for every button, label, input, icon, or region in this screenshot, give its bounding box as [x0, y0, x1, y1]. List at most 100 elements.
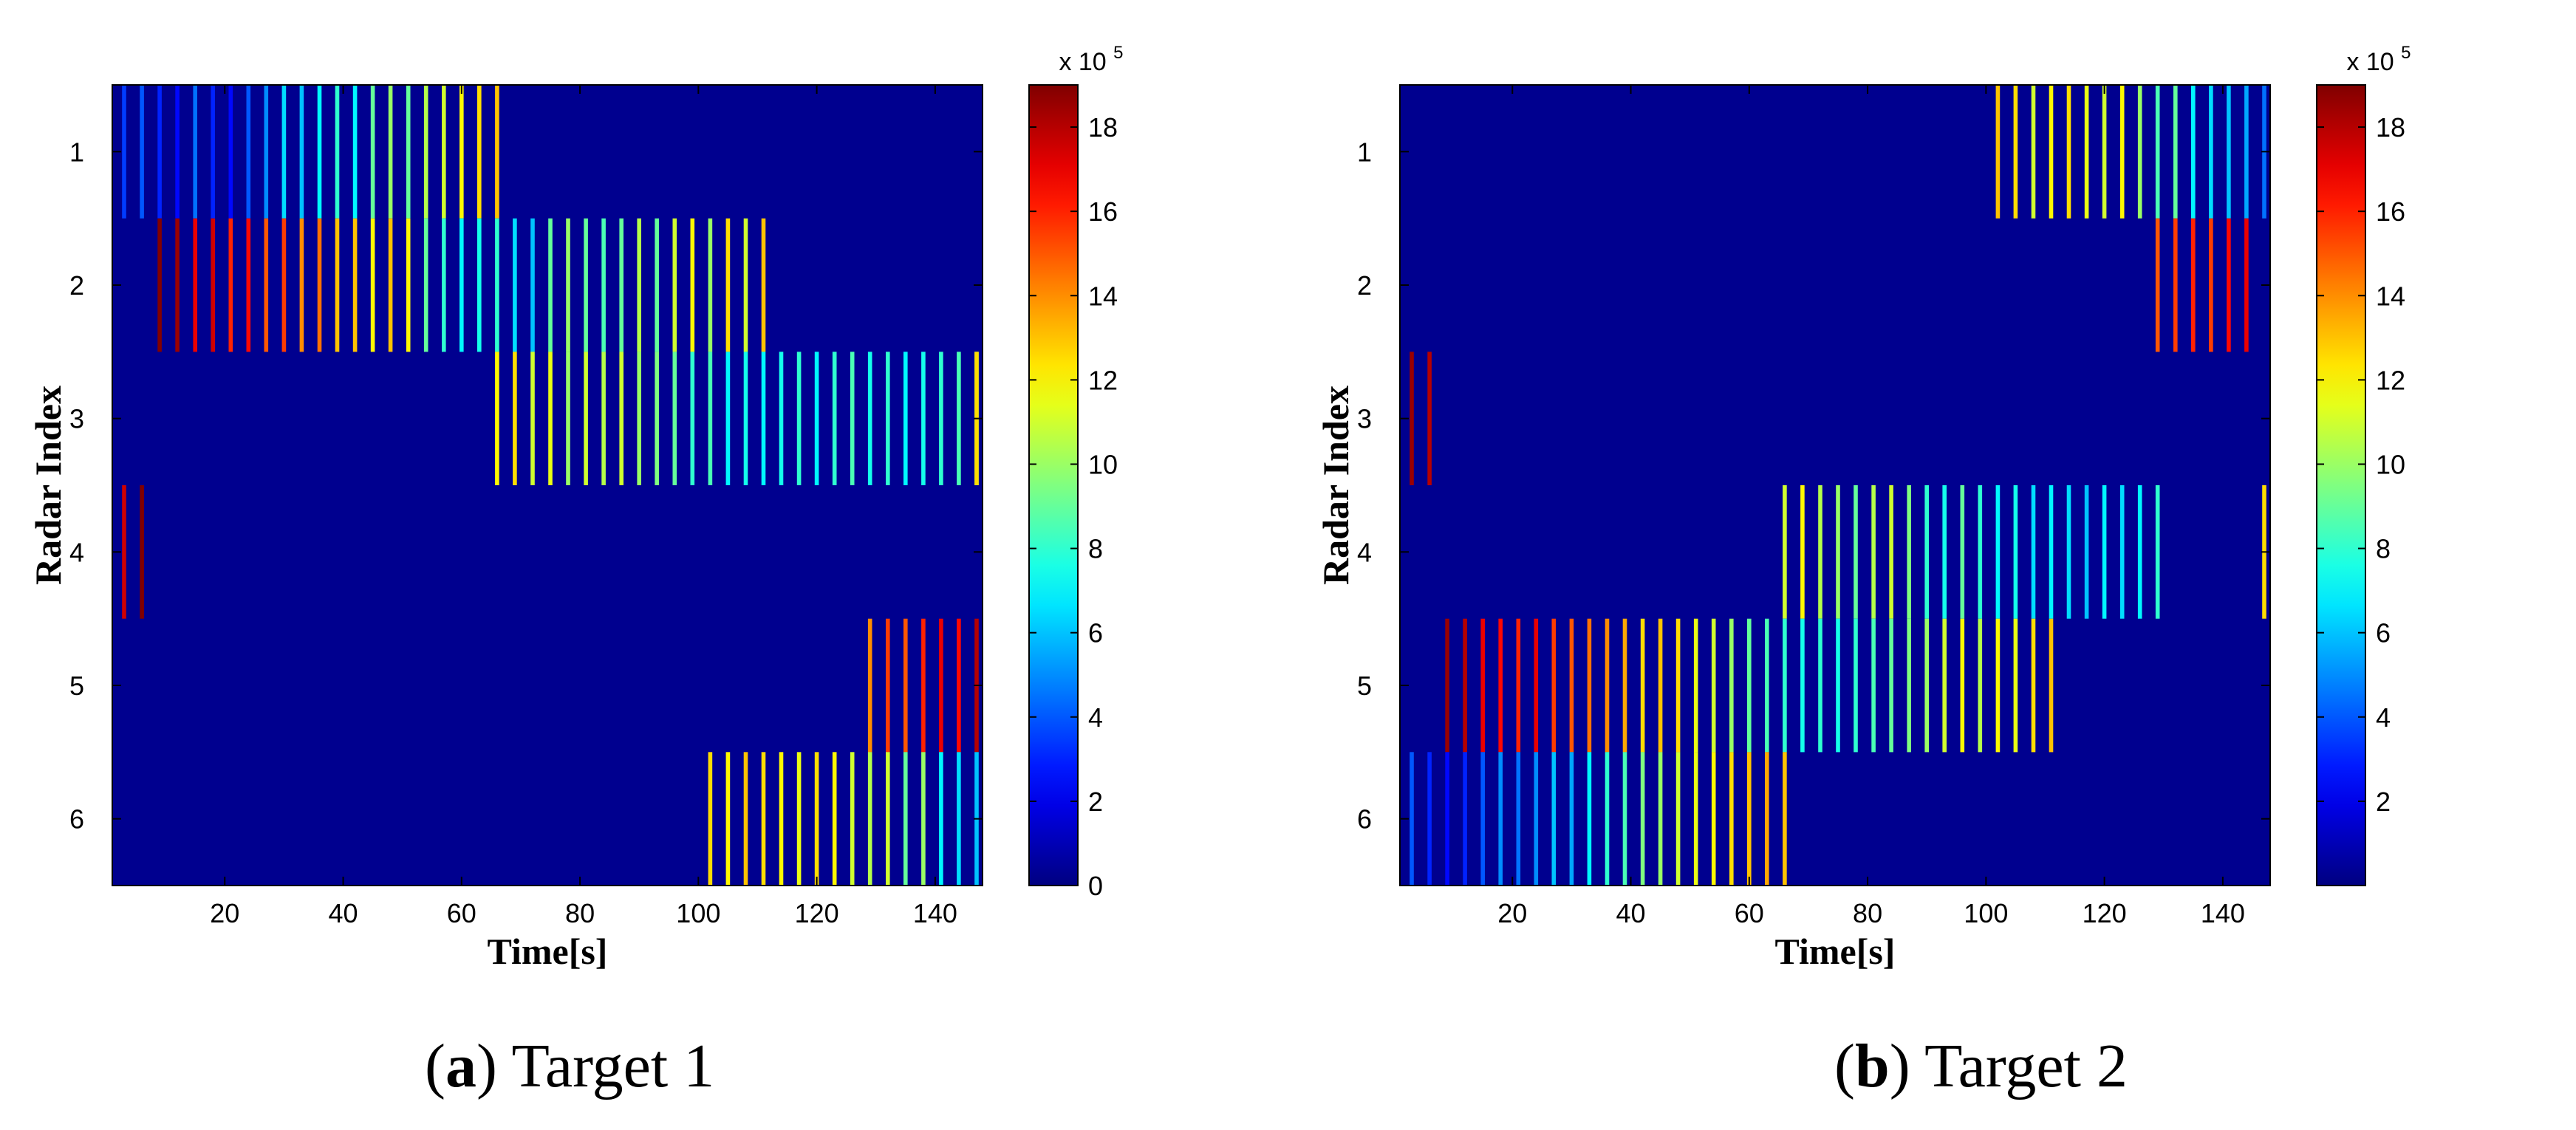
heatmap-cell [619, 218, 623, 352]
x-tick-label: 120 [795, 898, 839, 928]
heatmap-cell [921, 752, 926, 886]
heatmap-cell [1498, 752, 1503, 886]
chart-panel-target-2: 20 40 60 80 100 120 140 1 2 3 4 5 6 Time[s] Radar Inde… [1288, 0, 2575, 1130]
x-tick-label: 80 [565, 898, 595, 928]
heatmap-cell [1765, 618, 1769, 753]
heatmap-cell [423, 218, 428, 352]
heatmap-cell [2173, 218, 2178, 352]
heatmap-cell [1978, 618, 1983, 753]
heatmap-cell [1960, 618, 1965, 753]
x-axis-label: Time[s] [488, 931, 608, 972]
chart-panel-target-1: 20 40 60 80 100 120 140 1 2 3 4 5 6 Time[s] Radar Inde… [27, 43, 1124, 1100]
heatmap-cell [1995, 485, 2001, 619]
heatmap-cell [1871, 485, 1876, 619]
heatmap-cell [1924, 618, 1929, 753]
heatmap-cell [1978, 485, 1983, 619]
heatmap-cell [122, 85, 126, 219]
heatmap-cell [1800, 618, 1805, 753]
heatmap-cell [335, 218, 340, 352]
heatmap-cell [1410, 352, 1414, 485]
heatmap-cell [921, 618, 926, 753]
heatmap-cell [637, 352, 641, 485]
heatmap-cell [850, 752, 855, 886]
heatmap-cell [743, 218, 748, 352]
caption-title: Target 2 [1924, 1032, 2128, 1100]
caption-letter: a [445, 1032, 476, 1100]
colorbar-tick-label: 0 [1088, 871, 1103, 901]
plot-frame [112, 84, 983, 886]
heatmap-cell [867, 752, 872, 886]
heatmap-cell [1800, 485, 1805, 619]
heatmap-cell [2244, 85, 2249, 219]
heatmap-cell [796, 752, 802, 886]
heatmap-cell [1622, 618, 1627, 753]
heatmap-cell [513, 218, 517, 352]
heatmap-cell [708, 352, 713, 485]
colorbar-tick-label: 16 [1088, 196, 1118, 227]
heatmap-cell [1854, 485, 1858, 619]
plot-frame [1399, 84, 2271, 886]
heatmap-cell [477, 85, 482, 219]
heatmap-cell [1747, 752, 1752, 886]
heatmap-cell [832, 352, 837, 485]
heatmap-cell [2227, 85, 2231, 219]
colorbar-exponent-power: 5 [1113, 43, 1123, 63]
heatmap-cell [2209, 85, 2213, 219]
heatmap-cell [193, 218, 197, 352]
heatmap-cell [2013, 85, 2018, 219]
heatmap-cell [1693, 618, 1698, 753]
heatmap-cell [1675, 618, 1681, 753]
y-tick-label: 6 [1357, 804, 1372, 835]
heatmap-cell [122, 485, 126, 619]
heatmap-cell [601, 218, 606, 352]
heatmap-cell [1693, 752, 1698, 886]
x-tick-label: 100 [1964, 898, 2008, 928]
heatmap-cell [1587, 618, 1592, 753]
heatmap-cell [886, 352, 890, 485]
heatmap-cell [1622, 752, 1627, 886]
heatmap-cell [2191, 85, 2196, 219]
heatmap-cell [1942, 618, 1947, 753]
heatmap-cell [495, 352, 499, 485]
heatmap-cell [2084, 485, 2089, 619]
heatmap-cell [584, 352, 588, 485]
x-tick-label: 140 [913, 898, 957, 928]
heatmap-cell [1747, 618, 1752, 753]
heatmap-cell [1534, 752, 1539, 886]
y-axis-label: Radar Index [1315, 386, 1356, 585]
heatmap-cell [495, 218, 499, 352]
colorbar-tick-label: 8 [2376, 534, 2391, 564]
heatmap-cell [495, 85, 499, 219]
heatmap-cell [175, 218, 180, 352]
heatmap-cell [743, 752, 748, 886]
heatmap-cell [814, 352, 819, 485]
heatmap-cell [2137, 485, 2142, 619]
heatmap-cell [886, 618, 890, 753]
heatmap-cell [1516, 752, 1521, 886]
caption-title: Target 1 [511, 1032, 715, 1100]
heatmap-cell [442, 218, 446, 352]
heatmap-cell [903, 752, 908, 886]
heatmap-cell [814, 752, 819, 886]
heatmap-cell [1463, 618, 1467, 753]
heatmap-cell [725, 752, 731, 886]
y-tick-label: 1 [1357, 137, 1372, 167]
heatmap-cell [459, 218, 464, 352]
heatmap-cell [281, 85, 287, 219]
heatmap-cell [1711, 618, 1716, 753]
heatmap-cell [708, 218, 713, 352]
y-tick-label: 4 [1357, 537, 1372, 567]
heatmap-cell [1410, 752, 1414, 886]
heatmap-cell [832, 752, 837, 886]
heatmap-cell [406, 218, 411, 352]
heatmap-stripes [1410, 85, 2266, 886]
heatmap-cell [1587, 752, 1592, 886]
heatmap-cell [2084, 85, 2089, 219]
plot-background [1400, 85, 2270, 886]
heatmap-cell [2209, 218, 2213, 352]
colorbar-tick-label: 18 [2376, 112, 2405, 143]
heatmap-cell [708, 752, 713, 886]
y-tick-label: 6 [69, 804, 84, 835]
heatmap-cell [1836, 618, 1840, 753]
heatmap-cell [761, 752, 766, 886]
